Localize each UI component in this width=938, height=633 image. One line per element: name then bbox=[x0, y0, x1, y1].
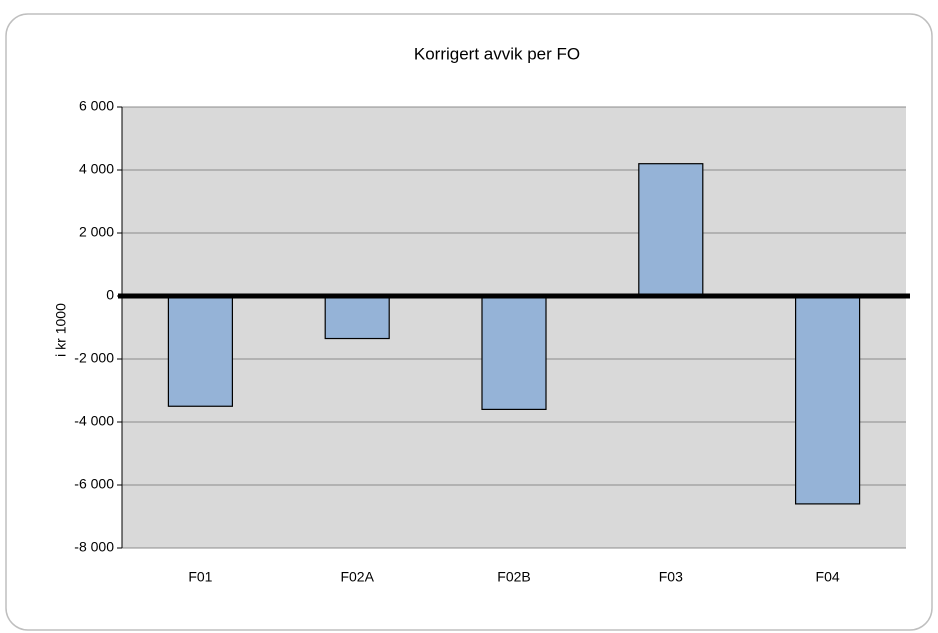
bar bbox=[794, 295, 861, 505]
bar bbox=[324, 295, 390, 340]
y-tick-label: 6 000 bbox=[79, 98, 114, 114]
y-tick-label: 0 bbox=[106, 287, 114, 303]
y-tick-label: 2 000 bbox=[79, 224, 114, 240]
x-tick-label: F03 bbox=[659, 569, 683, 585]
bar bbox=[638, 163, 704, 297]
y-tick-label: 4 000 bbox=[79, 161, 114, 177]
chart-title: Korrigert avvik per FO bbox=[414, 44, 580, 63]
y-tick-label: -8 000 bbox=[74, 539, 114, 555]
y-tick-label: -2 000 bbox=[74, 350, 114, 366]
y-axis-label: i kr 1000 bbox=[53, 303, 69, 357]
bar bbox=[167, 295, 233, 407]
x-tick-label: F01 bbox=[188, 569, 212, 585]
x-tick-label: F02A bbox=[340, 569, 374, 585]
bar bbox=[481, 295, 547, 411]
y-tick-label: -6 000 bbox=[74, 476, 114, 492]
y-tick-label: -4 000 bbox=[74, 413, 114, 429]
x-tick-label: F02B bbox=[497, 569, 530, 585]
x-tick-label: F04 bbox=[816, 569, 840, 585]
